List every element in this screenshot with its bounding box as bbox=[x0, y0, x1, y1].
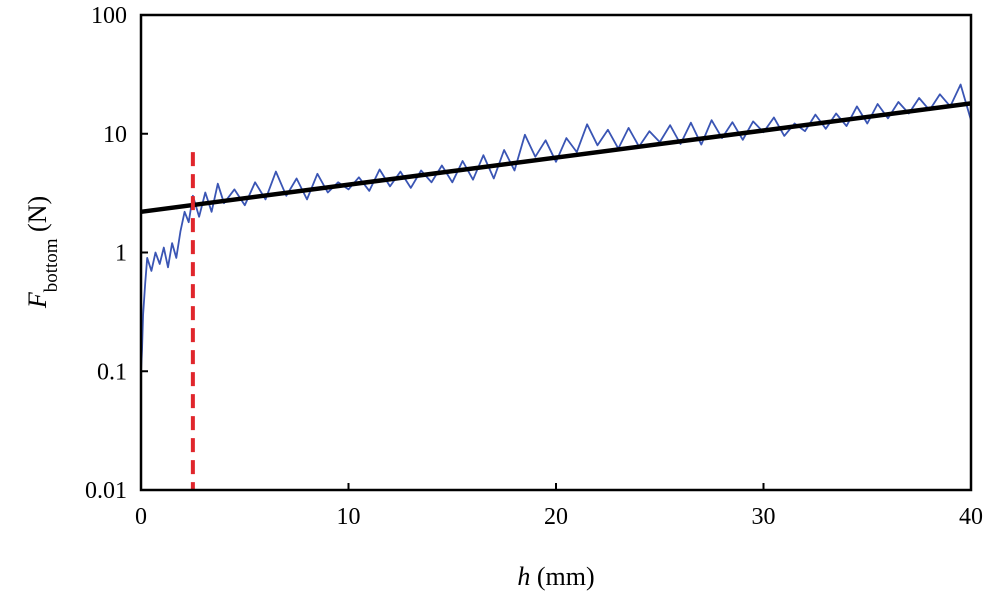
plot-frame bbox=[139, 13, 973, 492]
y-tick-label: 1 bbox=[115, 241, 127, 267]
y-axis-title: Fbottom (N) bbox=[23, 196, 62, 309]
fit-line bbox=[140, 101, 972, 215]
x-ticks: 0 10 20 30 40 bbox=[135, 483, 983, 530]
measured-force-line bbox=[140, 83, 972, 372]
x-tick-label: 10 bbox=[337, 504, 361, 530]
plot-layer bbox=[140, 83, 972, 490]
x-tick-label: 40 bbox=[959, 504, 983, 530]
y-tick-label: 0.1 bbox=[97, 359, 127, 385]
y-axis-title-subscript: bottom bbox=[41, 238, 62, 292]
y-tick-label: 10 bbox=[103, 122, 127, 148]
y-tick-label: 100 bbox=[91, 3, 127, 29]
x-tick-label: 0 bbox=[135, 504, 147, 530]
x-axis-title: h (mm) bbox=[517, 562, 594, 591]
x-axis-title-unit: (mm) bbox=[530, 562, 594, 591]
y-tick-label: 0.01 bbox=[85, 478, 127, 504]
y-axis-title-unit: (N) bbox=[23, 196, 52, 239]
y-axis-title-symbol: F bbox=[23, 291, 52, 309]
x-tick-label: 20 bbox=[544, 504, 568, 530]
y-ticks: 0.01 0.1 1 10 100 bbox=[85, 3, 148, 504]
x-tick-label: 30 bbox=[752, 504, 776, 530]
x-axis-title-symbol: h bbox=[517, 562, 530, 591]
